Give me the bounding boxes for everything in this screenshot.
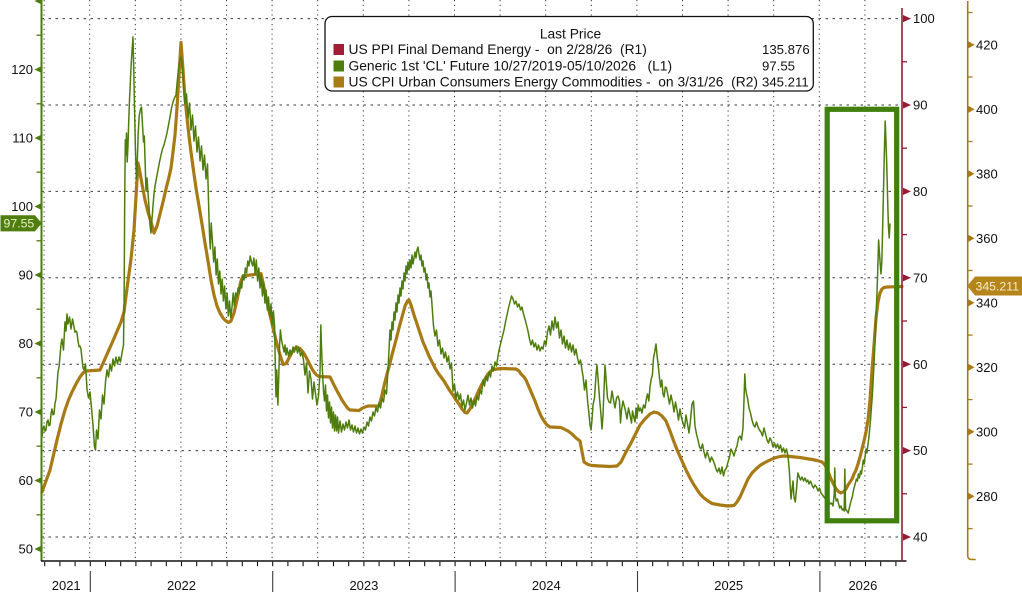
svg-text:US CPI Urban Consumers Energy: US CPI Urban Consumers Energy Commoditie… <box>349 75 758 90</box>
svg-text:110: 110 <box>12 131 33 146</box>
svg-text:Last Price: Last Price <box>540 27 602 42</box>
svg-text:60: 60 <box>913 357 927 372</box>
svg-text:97.55: 97.55 <box>762 59 795 74</box>
svg-text:340: 340 <box>976 296 998 311</box>
svg-text:60: 60 <box>19 473 33 488</box>
svg-text:345.211: 345.211 <box>762 75 809 90</box>
svg-text:400: 400 <box>976 102 998 117</box>
svg-text:100: 100 <box>11 199 33 214</box>
svg-text:70: 70 <box>913 270 927 285</box>
svg-text:90: 90 <box>19 268 33 283</box>
svg-text:2023: 2023 <box>349 578 378 593</box>
svg-text:120: 120 <box>11 62 33 77</box>
svg-text:40: 40 <box>913 530 927 545</box>
svg-text:90: 90 <box>913 98 927 113</box>
svg-text:360: 360 <box>976 231 998 246</box>
svg-text:345.211: 345.211 <box>976 280 1020 294</box>
svg-text:2026: 2026 <box>848 578 877 593</box>
svg-text:2025: 2025 <box>714 578 743 593</box>
svg-text:80: 80 <box>913 184 927 199</box>
svg-text:100: 100 <box>913 11 935 26</box>
svg-text:380: 380 <box>976 167 998 182</box>
svg-text:80: 80 <box>19 336 33 351</box>
svg-text:300: 300 <box>976 425 998 440</box>
svg-text:2022: 2022 <box>167 578 196 593</box>
svg-text:50: 50 <box>19 542 33 557</box>
svg-text:US PPI Final Demand Energy -: US PPI Final Demand Energy - on 2/28/26 … <box>349 42 647 57</box>
svg-text:2024: 2024 <box>532 578 561 593</box>
svg-text:2021: 2021 <box>52 578 81 593</box>
svg-text:50: 50 <box>913 443 927 458</box>
svg-text:280: 280 <box>976 489 998 504</box>
svg-text:70: 70 <box>19 405 33 420</box>
svg-text:320: 320 <box>976 360 998 375</box>
svg-text:Generic 1st 'CL' Future 10/27/: Generic 1st 'CL' Future 10/27/2019-05/10… <box>349 59 673 74</box>
svg-text:135.876: 135.876 <box>762 42 810 57</box>
svg-text:420: 420 <box>976 38 998 53</box>
svg-text:97.55: 97.55 <box>4 217 35 231</box>
